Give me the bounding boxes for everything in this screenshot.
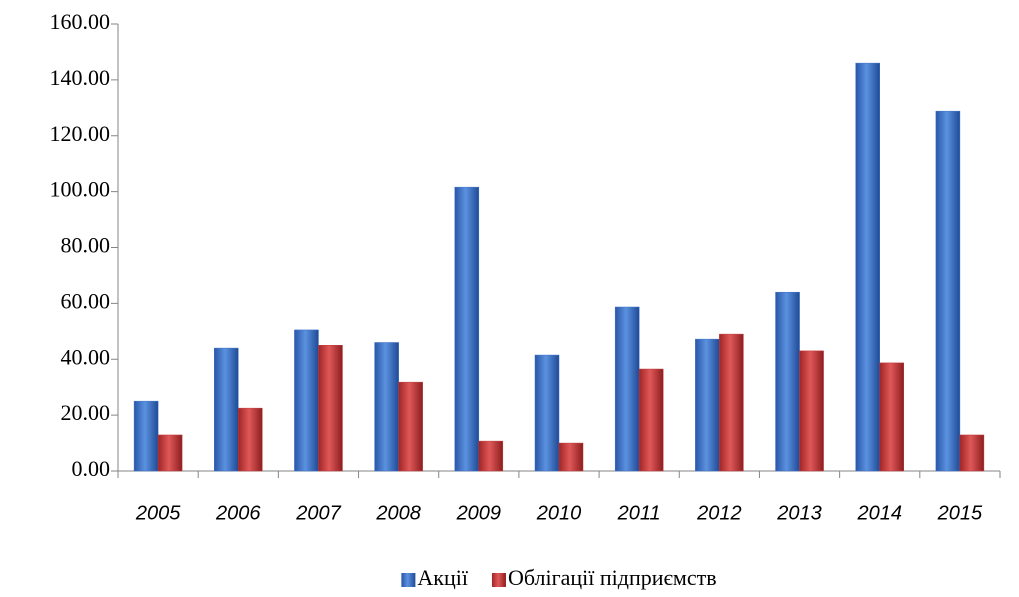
x-tick-label: 2007 (295, 502, 341, 524)
bar (478, 440, 504, 472)
y-tick-label: 100.00 (50, 177, 111, 202)
bar (374, 342, 399, 472)
bar (534, 354, 560, 472)
x-tick-label: 2008 (375, 502, 421, 524)
bar (398, 381, 423, 472)
x-tick-label: 2013 (776, 502, 822, 524)
x-tick-label: 2011 (617, 502, 661, 524)
y-tick-label: 140.00 (50, 65, 111, 90)
y-tick-label: 20.00 (61, 400, 111, 425)
bar (318, 345, 343, 472)
y-tick-label: 60.00 (61, 288, 111, 313)
legend-label: Акції (417, 565, 468, 590)
bar (935, 110, 961, 472)
x-tick-label: 2012 (696, 502, 742, 524)
bar (879, 362, 904, 472)
bar (157, 434, 183, 472)
bar (719, 333, 744, 472)
legend-swatch (401, 573, 416, 587)
x-tick-label: 2015 (937, 502, 983, 524)
x-tick-label: 2010 (536, 502, 582, 524)
y-tick-label: 40.00 (61, 344, 111, 369)
bar (695, 338, 720, 472)
y-tick-label: 120.00 (50, 121, 111, 146)
y-tick-label: 160.00 (50, 9, 111, 34)
y-tick-label: 0.00 (72, 456, 111, 481)
legend-label: Облігації підприємств (508, 565, 717, 590)
legend-swatch (491, 573, 506, 587)
x-tick-label: 2014 (856, 502, 902, 524)
bar (133, 400, 159, 472)
bar (775, 291, 800, 472)
bar (855, 62, 880, 472)
bar (238, 407, 263, 472)
bar (558, 442, 584, 472)
bar (454, 186, 480, 472)
bar (799, 350, 824, 472)
bar (294, 329, 319, 472)
x-tick-label: 2005 (135, 502, 181, 524)
x-tick-label: 2006 (215, 502, 261, 524)
bar (614, 306, 640, 472)
bar (638, 368, 664, 472)
y-tick-label: 80.00 (61, 233, 111, 258)
bar (959, 434, 985, 472)
bar (214, 347, 239, 472)
x-tick-label: 2009 (456, 502, 502, 524)
